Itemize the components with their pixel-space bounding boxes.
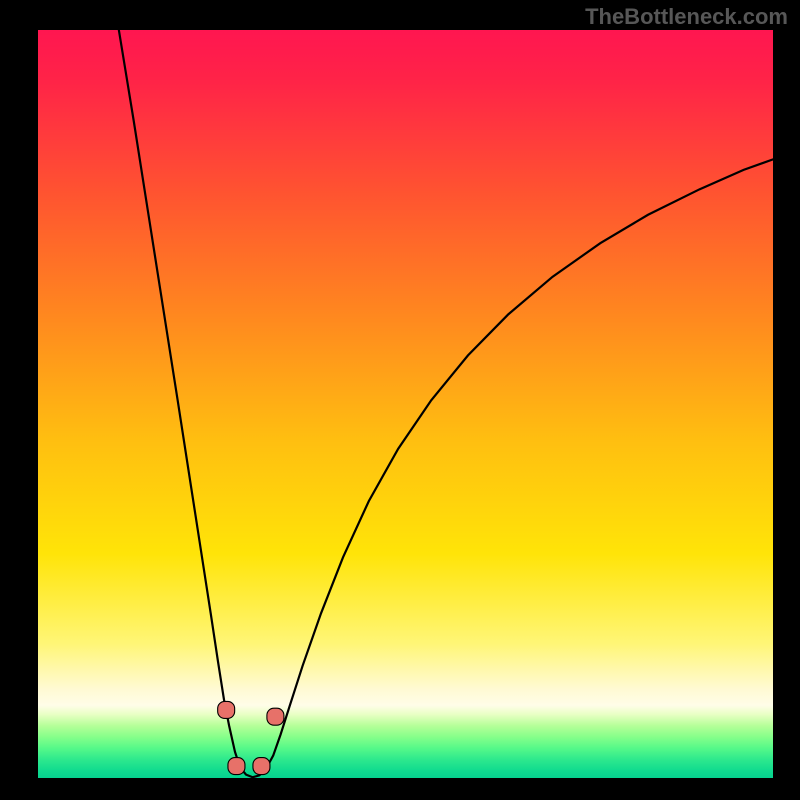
bottleneck-chart [0,0,800,800]
curve-marker [267,708,284,725]
chart-container: { "watermark": { "text": "TheBottleneck.… [0,0,800,800]
curve-marker [253,758,270,775]
gradient-background [38,30,773,778]
watermark-text: TheBottleneck.com [585,4,788,30]
curve-marker [218,701,235,718]
curve-marker [228,758,245,775]
